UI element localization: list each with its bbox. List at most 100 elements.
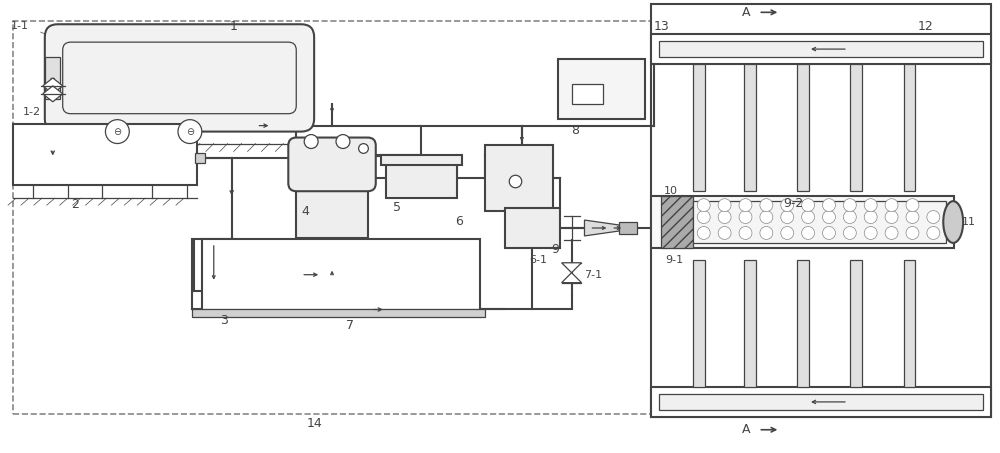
Circle shape [906,226,919,240]
Bar [693,64,705,191]
Bar [904,260,915,387]
Circle shape [760,211,773,223]
Bar [744,260,756,387]
Bar [693,260,705,387]
Circle shape [885,211,898,223]
Text: A: A [742,6,750,19]
Bar [381,155,462,165]
Text: ⊖: ⊖ [186,126,194,137]
Text: 12: 12 [917,20,933,33]
Text: 10: 10 [664,186,678,196]
Polygon shape [562,263,581,273]
Circle shape [697,211,710,223]
Bar [797,64,809,191]
Text: 1: 1 [230,20,238,33]
Circle shape [781,211,794,223]
Text: 6-1: 6-1 [529,255,547,265]
Circle shape [864,226,877,240]
Text: 8: 8 [572,124,580,137]
Circle shape [927,211,940,223]
Circle shape [843,211,856,223]
Circle shape [304,135,318,149]
Circle shape [697,226,710,240]
Text: 2: 2 [71,198,79,211]
Circle shape [802,226,815,240]
Circle shape [781,199,794,212]
Text: 9-1: 9-1 [665,255,683,265]
Circle shape [718,211,731,223]
Bar [693,201,946,243]
Circle shape [781,226,794,240]
Text: 1-1: 1-1 [11,21,29,31]
Polygon shape [584,220,619,236]
Text: 7-1: 7-1 [584,270,603,280]
Bar [651,5,991,417]
Bar [572,84,603,104]
Circle shape [697,199,710,212]
Bar [505,208,560,248]
Text: 1-2: 1-2 [23,107,41,117]
Circle shape [718,199,731,212]
Bar [659,394,983,410]
Text: 13: 13 [654,20,670,33]
Bar [651,387,991,417]
Circle shape [885,199,898,212]
Bar [904,64,915,191]
Bar [296,156,368,238]
FancyBboxPatch shape [45,24,314,131]
Bar [202,239,480,310]
Bar [651,34,991,64]
Text: 14: 14 [306,417,322,430]
Circle shape [927,226,940,240]
Circle shape [823,226,835,240]
Bar [194,239,234,291]
Bar [744,64,756,191]
Text: 5: 5 [393,201,401,214]
Circle shape [823,199,835,212]
Bar [797,260,809,387]
Bar [651,196,954,248]
Bar [558,59,645,119]
Polygon shape [43,86,63,102]
Text: 11: 11 [962,217,976,227]
Circle shape [906,199,919,212]
Text: A: A [742,423,750,436]
Bar [45,57,60,99]
Circle shape [823,211,835,223]
Circle shape [739,199,752,212]
Polygon shape [43,78,63,94]
Circle shape [739,211,752,223]
Bar [485,145,553,211]
Text: 9-2: 9-2 [783,197,803,210]
Text: 3: 3 [220,314,228,328]
Circle shape [739,226,752,240]
Bar [850,260,862,387]
Text: ⊖: ⊖ [113,126,121,137]
Polygon shape [562,273,581,283]
Bar [661,196,693,248]
Circle shape [105,120,129,144]
FancyBboxPatch shape [288,138,376,191]
Circle shape [760,199,773,212]
Bar [192,309,485,318]
Ellipse shape [943,201,963,243]
Circle shape [843,199,856,212]
Bar [13,124,197,185]
Text: 6: 6 [455,215,463,228]
Bar [386,159,457,198]
Bar [850,64,862,191]
Text: 9: 9 [552,243,560,256]
Circle shape [864,211,877,223]
Bar [659,41,983,57]
Circle shape [802,199,815,212]
Circle shape [843,226,856,240]
Circle shape [336,135,350,149]
Circle shape [718,226,731,240]
Bar [195,154,205,164]
Circle shape [906,211,919,223]
Circle shape [802,211,815,223]
Bar [13,21,654,414]
Circle shape [178,120,202,144]
Circle shape [760,226,773,240]
Circle shape [885,226,898,240]
